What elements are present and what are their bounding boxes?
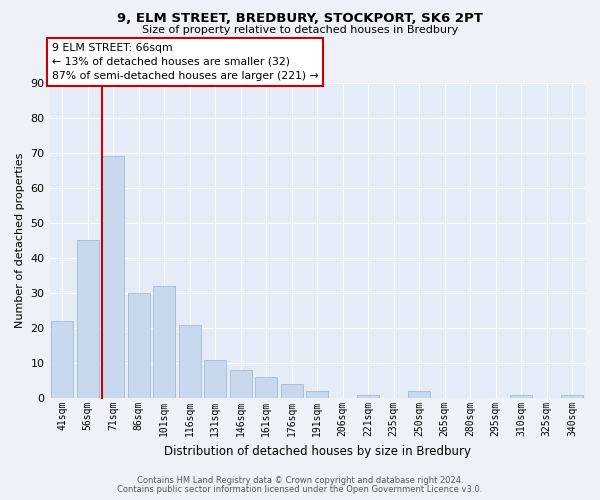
Bar: [52, 321, 73, 398]
X-axis label: Distribution of detached houses by size in Bredbury: Distribution of detached houses by size …: [164, 444, 471, 458]
Bar: [154, 286, 175, 398]
Text: 9 ELM STREET: 66sqm
← 13% of detached houses are smaller (32)
87% of semi-detach: 9 ELM STREET: 66sqm ← 13% of detached ho…: [52, 43, 319, 81]
Bar: [358, 394, 379, 398]
Bar: [307, 391, 328, 398]
Text: Size of property relative to detached houses in Bredbury: Size of property relative to detached ho…: [142, 25, 458, 35]
Bar: [128, 293, 149, 398]
Bar: [179, 324, 200, 398]
Bar: [205, 360, 226, 398]
Bar: [409, 391, 430, 398]
Bar: [281, 384, 302, 398]
Bar: [256, 377, 277, 398]
Y-axis label: Number of detached properties: Number of detached properties: [15, 152, 25, 328]
Text: Contains HM Land Registry data © Crown copyright and database right 2024.: Contains HM Land Registry data © Crown c…: [137, 476, 463, 485]
Text: 9, ELM STREET, BREDBURY, STOCKPORT, SK6 2PT: 9, ELM STREET, BREDBURY, STOCKPORT, SK6 …: [117, 12, 483, 26]
Bar: [230, 370, 251, 398]
Bar: [511, 394, 532, 398]
Bar: [562, 394, 583, 398]
Bar: [77, 240, 98, 398]
Bar: [103, 156, 124, 398]
Text: Contains public sector information licensed under the Open Government Licence v3: Contains public sector information licen…: [118, 484, 482, 494]
